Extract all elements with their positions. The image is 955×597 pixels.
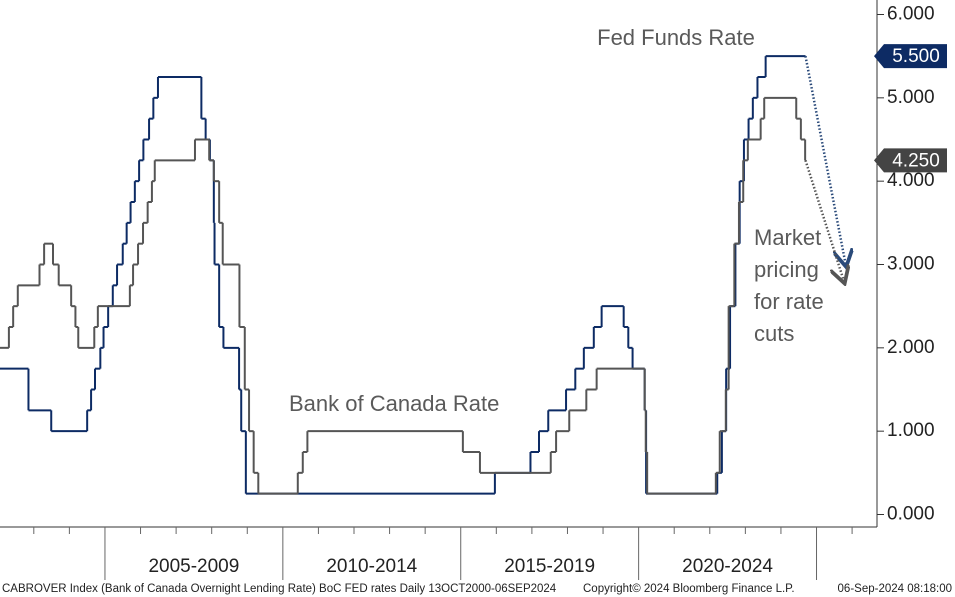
annotation: cuts [754,321,794,346]
x-period-label: 2005-2009 [148,556,239,577]
last-value-label: 4.250 [892,150,940,171]
series-label: Bank of Canada Rate [289,391,499,416]
projection-line [804,159,843,281]
footer-source: CABROVER Index (Bank of Canada Overnight… [2,583,557,595]
footer-copyright: Copyright© 2024 Bloomberg Finance L.P. [583,583,795,595]
y-tick-label: 5.000 [887,87,935,108]
y-tick-label: 3.000 [887,254,935,275]
y-tick-label: 1.000 [887,420,935,441]
last-value-tag [874,148,947,173]
annotation: for rate [754,289,824,314]
y-tick-label: 4.000 [887,170,935,191]
annotation: Market [754,225,821,250]
annotation: pricing [754,257,819,282]
y-tick-label: 2.000 [887,337,935,358]
x-period-label: 2015-2019 [504,556,595,577]
series-label: Fed Funds Rate [597,25,755,50]
y-tick-label: 0.000 [887,504,935,525]
x-period-label: 2010-2014 [326,556,417,577]
y-tick-label: 6.000 [887,4,935,25]
x-period-label: 2020-2024 [682,556,773,577]
last-value-label: 5.500 [892,46,940,67]
footer-timestamp: 06-Sep-2024 08:18:00 [838,583,952,595]
last-value-tag [874,44,947,69]
projection-line [804,55,845,264]
